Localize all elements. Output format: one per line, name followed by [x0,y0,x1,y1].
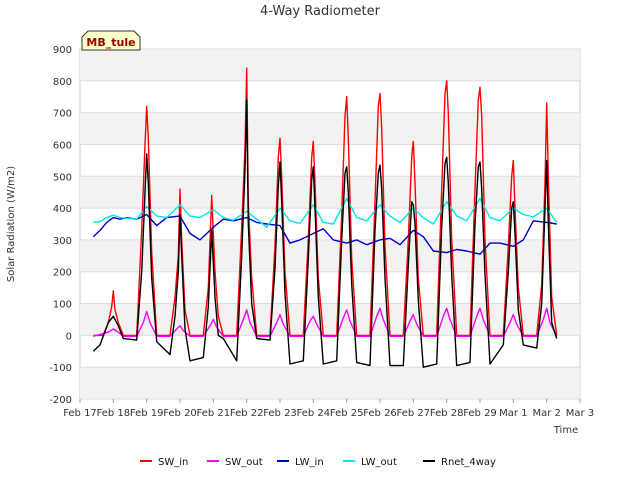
x-tick-label: Mar 2 [532,408,560,419]
legend-label: Rnet_4way [441,457,496,468]
y-tick-label: 400 [53,204,72,215]
site-badge: MB_tule [81,30,141,51]
x-tick-label: Mar 3 [566,408,594,419]
x-tick-label: Mar 1 [499,408,527,419]
legend: SW_in SW_out LW_in LW_out Rnet_4way [140,457,496,468]
grid-band [80,176,580,209]
x-tick-label: Feb 22 [230,408,264,419]
y-tick-label: 100 [53,300,72,311]
series-line-rnet-4way [92,99,558,368]
x-tick-label: Feb 24 [297,408,331,419]
site-badge-label: MB_tule [86,36,135,49]
legend-label: SW_in [158,457,188,468]
y-tick-label: 600 [53,140,72,151]
x-tick-label: Feb 17 [63,408,97,419]
plot-background [79,48,581,400]
x-tick-label: Feb 20 [163,408,197,419]
x-axis-title: Time [553,425,578,436]
y-tick-label: 0 [66,331,72,342]
x-tick-label: Feb 26 [363,408,397,419]
grid-band [80,112,580,145]
x-tick-label: Feb 25 [330,408,364,419]
y-tick-label: 200 [53,268,72,279]
series-lines [92,67,558,368]
y-tick-label: -100 [49,363,72,374]
y-tick-label: 900 [53,45,72,56]
grid-band [80,303,580,336]
x-tick-label: Feb 21 [197,408,231,419]
x-tick-label: Feb 27 [397,408,431,419]
y-tick-label: 500 [53,172,72,183]
x-tick-label: Feb 28 [430,408,464,419]
site-badge-shape [81,30,141,51]
x-tick-label: Feb 18 [97,408,131,419]
grid-band [80,49,580,81]
grid-band [80,367,580,399]
x-tick-label: Feb 29 [463,408,497,419]
series-line-sw-out [93,307,558,337]
x-tick-label: Feb 19 [130,408,164,419]
grid-band [80,239,580,272]
legend-label: LW_in [295,457,324,468]
y-tick-label: 300 [53,236,72,247]
axes: -200 -100 0 100 200 300 400 500 600 700 800 900 Feb … [49,45,594,419]
y-tick-label: -200 [49,395,72,406]
chart-title: 4-Way Radiometer [260,4,381,19]
y-tick-label: 800 [53,77,72,88]
x-tick-label: Feb 23 [263,408,297,419]
y-axis-title: Solar Radiation (W/m2) [6,166,17,282]
legend-label: LW_out [361,457,397,468]
y-tick-label: 700 [53,109,72,120]
legend-label: SW_out [225,457,263,468]
